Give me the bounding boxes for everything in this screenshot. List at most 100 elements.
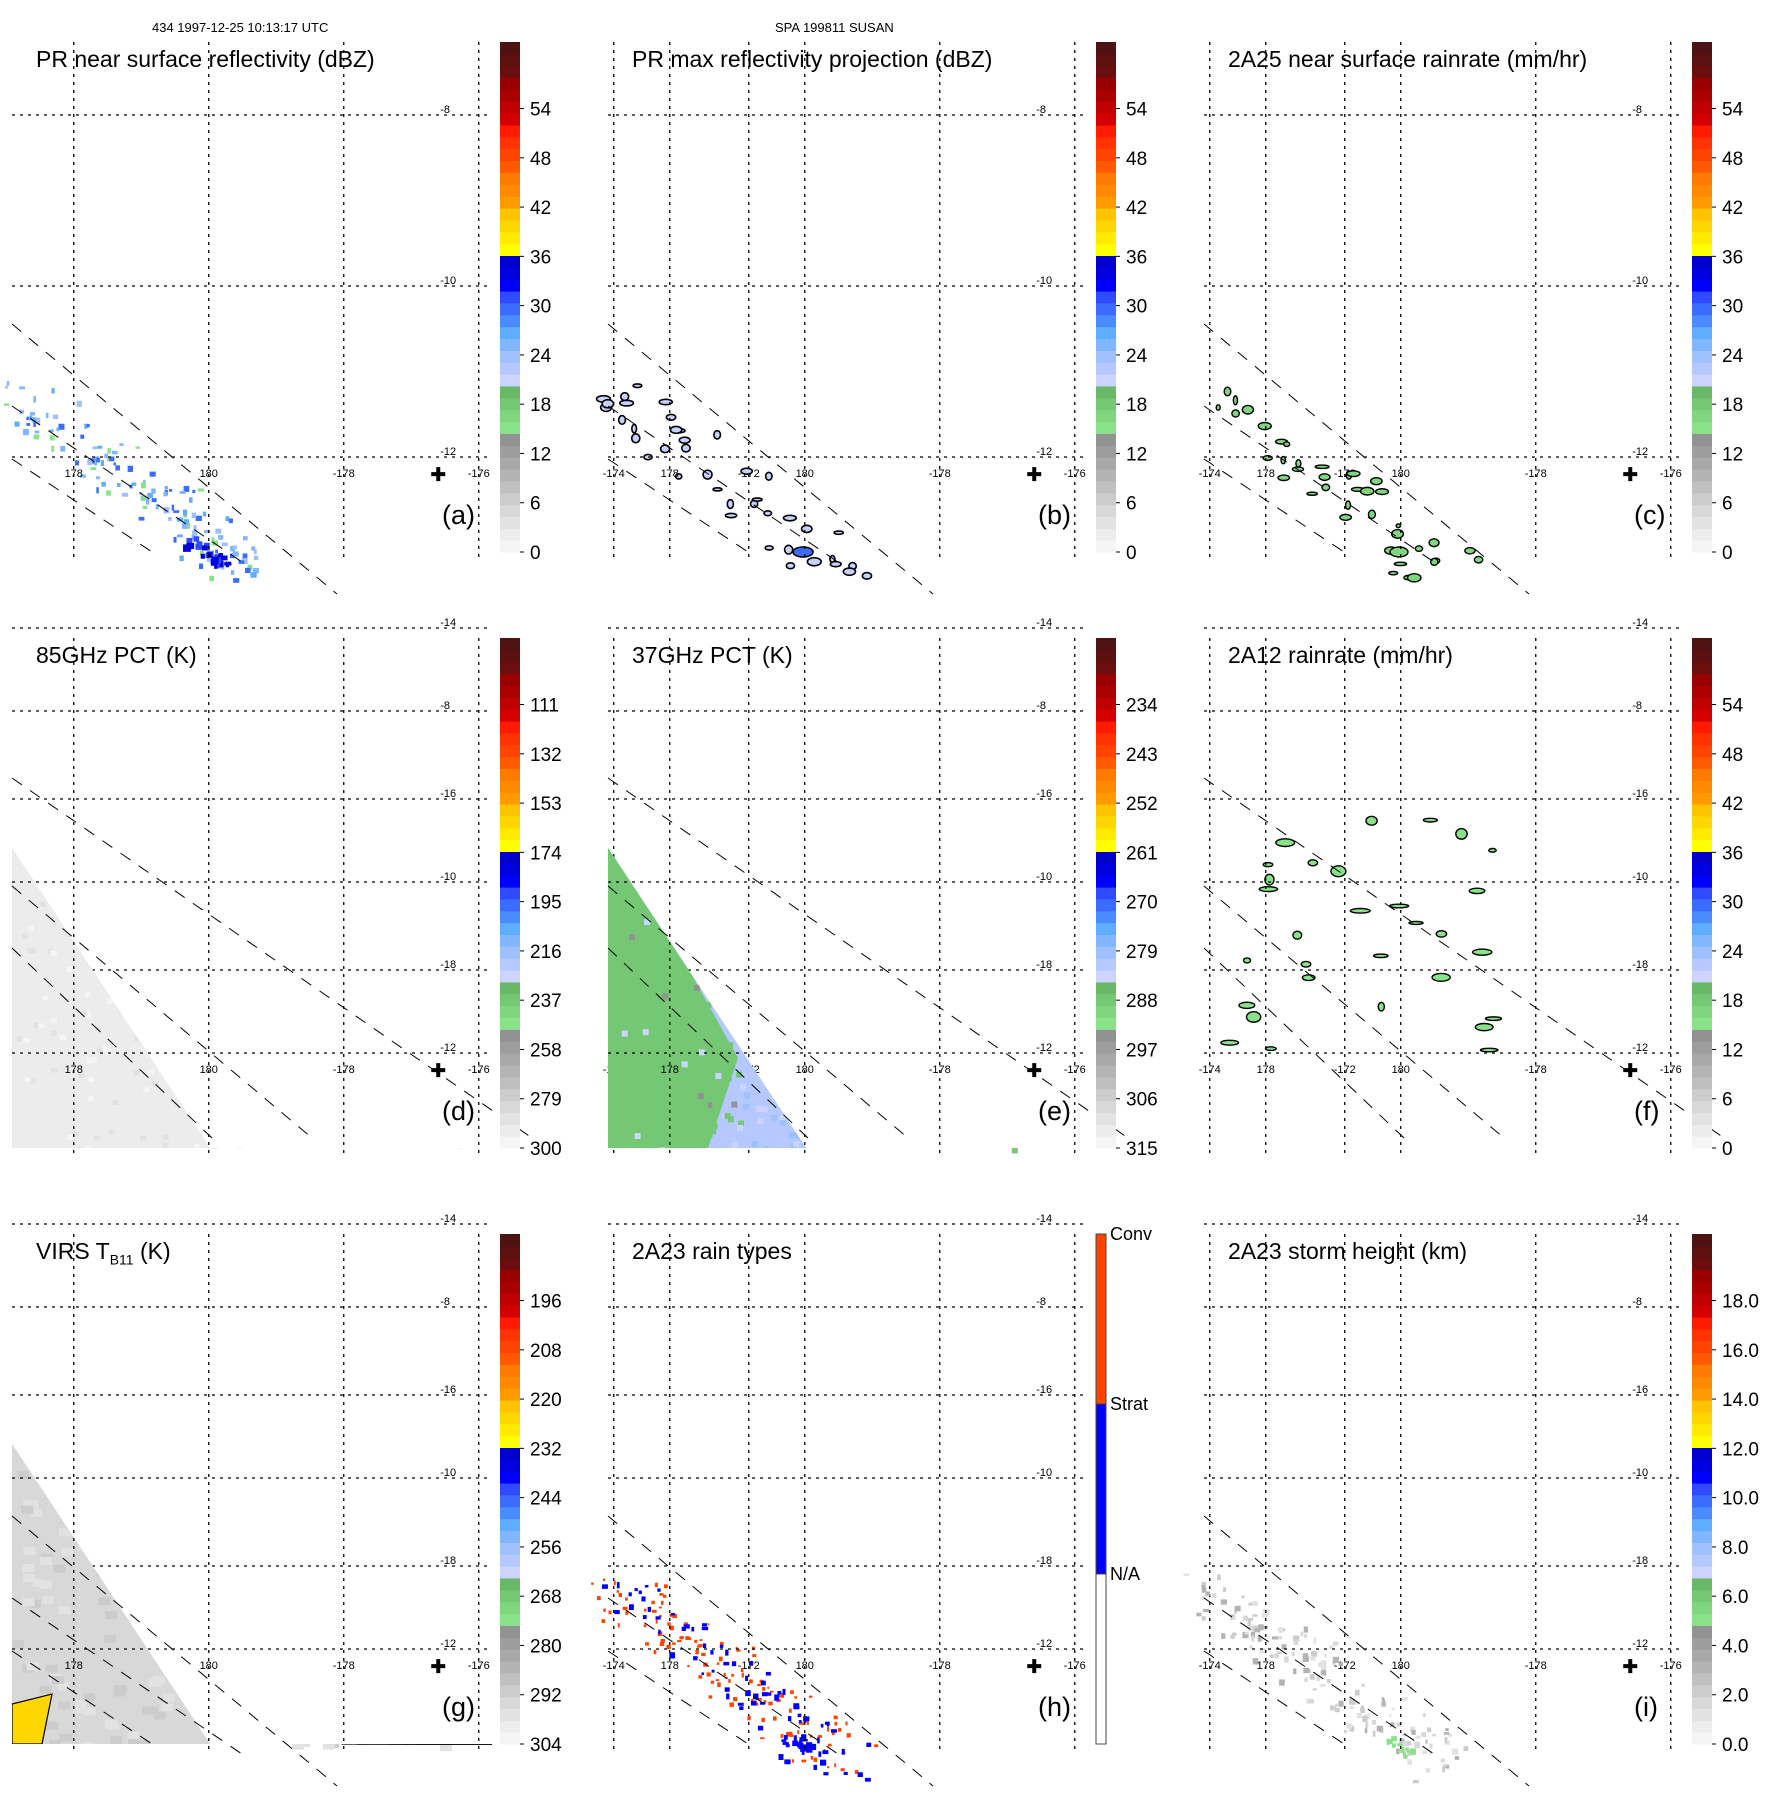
height-pixel: [1415, 1735, 1421, 1739]
colorbar-swatch: [1692, 326, 1712, 340]
colorbar-label: 18: [1722, 991, 1743, 1012]
colorbar-swatch: [500, 540, 520, 553]
colorbar-swatch: [500, 1483, 520, 1496]
colorbar-swatch: [1692, 1340, 1712, 1354]
colorbar-swatch: [1692, 516, 1712, 529]
data-field: [12, 847, 492, 1151]
strat-pixel: [823, 1772, 829, 1776]
colorbar-swatch: [1692, 1352, 1712, 1365]
echo-pixel: [135, 446, 140, 449]
colorbar-swatch: [1096, 338, 1116, 351]
height-pixel: [1277, 1651, 1282, 1655]
echo-cell: [842, 567, 857, 577]
height-pixel: [1303, 1626, 1308, 1633]
colorbar-swatch: [500, 172, 520, 185]
rain-cell: [1215, 404, 1221, 411]
echo-pixel: [211, 540, 218, 546]
rain-cell: [1292, 930, 1303, 940]
rain-cell: [1428, 538, 1440, 548]
colorbar-swatch: [1692, 839, 1712, 852]
rain-cell: [1429, 557, 1439, 567]
lat-tick-label: -14: [1036, 617, 1052, 629]
rain-cell: [1223, 386, 1232, 397]
colorbar-swatch: [500, 1305, 520, 1318]
colorbar-swatch: [500, 1376, 520, 1389]
echo-pixel: [115, 465, 120, 471]
colorbar-swatch: [1692, 1518, 1712, 1532]
echo-cell: [726, 498, 735, 510]
map-panel-f: -8-10-12-14-16-18178180-178-176-174-1720…: [1203, 636, 1771, 1567]
echo-pixel: [51, 388, 55, 394]
echo-cell: [601, 398, 615, 409]
echo-pixel: [86, 424, 90, 428]
echo-pixel: [94, 462, 97, 466]
echo-pixel: [233, 578, 240, 583]
height-pixel: [1425, 1739, 1429, 1744]
colorbar-swatch: [1692, 53, 1712, 67]
colorbar-label: 54: [1722, 100, 1744, 121]
colorbar-swatch: [1692, 1041, 1712, 1054]
plus-icon: [431, 467, 446, 482]
colorbar-swatch: [500, 1494, 520, 1508]
echo-pixel: [253, 549, 257, 555]
lat-tick-label: -8: [440, 104, 450, 116]
height-pixel: [1389, 1714, 1392, 1717]
conv-pixel: [785, 1732, 791, 1737]
colorbar-swatch: [1692, 468, 1712, 482]
colorbar-swatch: [500, 804, 520, 817]
echo-pixel: [94, 457, 97, 462]
echo-pixel: [182, 522, 187, 529]
colorbar-label: 12: [1722, 1040, 1743, 1061]
colorbar-swatch: [500, 421, 520, 434]
conv-pixel: [616, 1590, 619, 1593]
colorbar-swatch: [1692, 1554, 1712, 1567]
colorbar-label: 196: [530, 1292, 562, 1313]
conv-pixel: [716, 1662, 720, 1665]
data-field: [591, 1578, 879, 1782]
rain-cell: [1474, 1022, 1494, 1032]
colorbar-label: 16.0: [1722, 1341, 1759, 1362]
colorbar-swatch: [500, 1554, 520, 1567]
conv-pixel: [833, 1715, 838, 1720]
echo-pixel: [151, 498, 157, 503]
panel-label: (f): [1634, 1096, 1660, 1126]
colorbar-swatch: [1096, 172, 1116, 185]
height-pixel: [1445, 1728, 1449, 1732]
height-pixel: [1302, 1656, 1309, 1662]
echo-pixel: [191, 534, 196, 541]
colorbar-swatch: [1692, 1447, 1712, 1460]
conv-pixel: [689, 1637, 692, 1640]
pr-swath-edge: [11, 1650, 153, 1745]
height-pixel: [1313, 1637, 1317, 1644]
colorbar-swatch: [1692, 243, 1712, 256]
conv-pixel: [834, 1763, 837, 1768]
colorbar-swatch: [1096, 1017, 1116, 1030]
conv-pixel: [769, 1690, 774, 1693]
height-pixel: [1372, 1720, 1376, 1725]
height-pixel: [1414, 1741, 1421, 1749]
lat-tick-label: -18: [1632, 1555, 1648, 1567]
colorbar-swatch: [500, 279, 520, 292]
colorbar-swatch: [1692, 1364, 1712, 1377]
data-field: [595, 383, 873, 580]
echo-pixel: [142, 505, 148, 509]
echo-pixel: [232, 551, 239, 557]
rain-cell: [1277, 474, 1291, 482]
conv-pixel: [810, 1756, 814, 1760]
colorbar-swatch: [1692, 768, 1712, 781]
echo-pixel: [198, 563, 203, 570]
colorbar-swatch: [500, 958, 520, 971]
echo-cell: [785, 561, 796, 570]
strat-pixel: [830, 1729, 838, 1733]
conv-pixel: [608, 1610, 612, 1615]
conv-pixel: [834, 1721, 838, 1726]
strat-pixel: [628, 1592, 632, 1597]
echo-pixel: [127, 465, 133, 472]
colorbar-swatch: [500, 457, 520, 470]
echo-pixel: [215, 549, 219, 554]
strat-pixel: [638, 1590, 642, 1595]
height-pixel: [1252, 1614, 1258, 1617]
pr-swath-edge: [11, 947, 213, 1139]
conv-pixel: [686, 1636, 690, 1640]
